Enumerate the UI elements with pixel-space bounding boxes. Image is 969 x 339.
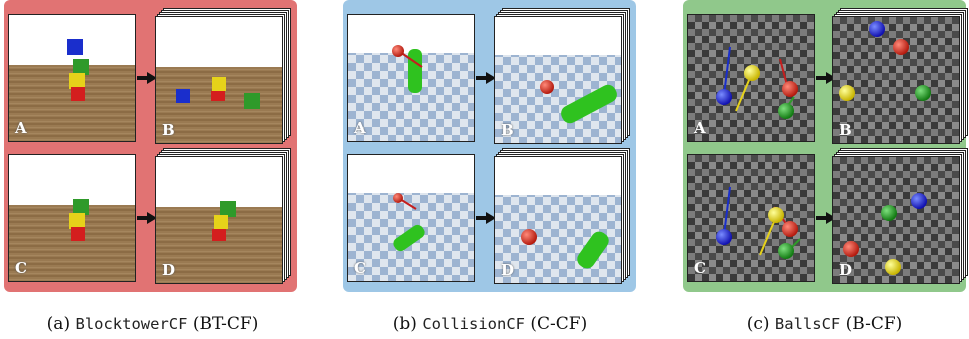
panel-collision: A B C	[343, 0, 636, 292]
frame-label: B	[501, 121, 514, 139]
frame-label: B	[162, 121, 175, 139]
frame-label: D	[839, 261, 853, 279]
caption-blocktower: (a) BlocktowerCF (BT-CF)	[0, 314, 305, 334]
caption-balls: (c) BallsCF (B-CF)	[683, 314, 966, 334]
frame-label: D	[501, 261, 515, 279]
arrow-right-icon	[816, 72, 836, 84]
frame-label: C	[354, 259, 366, 277]
frame-b: B	[494, 16, 622, 144]
frame-label: A	[694, 119, 706, 137]
caption-prefix: (a)	[46, 314, 76, 334]
caption-name: CollisionCF	[422, 315, 525, 333]
caption-name: BlocktowerCF	[75, 315, 188, 333]
caption-abbr: (BT-CF)	[187, 314, 259, 334]
frame-d: D	[832, 156, 960, 284]
arrow-right-icon	[137, 212, 157, 224]
arrow-right-icon	[137, 72, 157, 84]
frame-a: A	[347, 14, 475, 142]
frame-label: A	[354, 119, 366, 137]
frame-c: C	[687, 154, 815, 282]
frame-a: A	[687, 14, 815, 142]
arrow-right-icon	[476, 212, 496, 224]
caption-abbr: (B-CF)	[840, 314, 903, 334]
frame-b: B	[155, 16, 283, 144]
frame-label: C	[15, 259, 27, 277]
frame-c: C	[8, 154, 136, 282]
caption-abbr: (C-CF)	[524, 314, 588, 334]
frame-label: B	[839, 121, 852, 139]
frame-label: A	[15, 119, 27, 137]
frame-c: C	[347, 154, 475, 282]
caption-prefix: (b)	[392, 314, 423, 334]
arrow-right-icon	[476, 72, 496, 84]
caption-name: BallsCF	[774, 315, 841, 333]
frame-d: D	[155, 156, 283, 284]
frame-label: C	[694, 259, 706, 277]
caption-collision: (b) CollisionCF (C-CF)	[340, 314, 640, 334]
panel-balls: A B C	[683, 0, 968, 292]
frame-label: D	[162, 261, 176, 279]
frame-b: B	[832, 16, 960, 144]
caption-prefix: (c)	[746, 314, 775, 334]
frame-a: A	[8, 14, 136, 142]
panel-blocktower: A B C	[4, 0, 297, 292]
arrow-right-icon	[816, 212, 836, 224]
frame-d: D	[494, 156, 622, 284]
